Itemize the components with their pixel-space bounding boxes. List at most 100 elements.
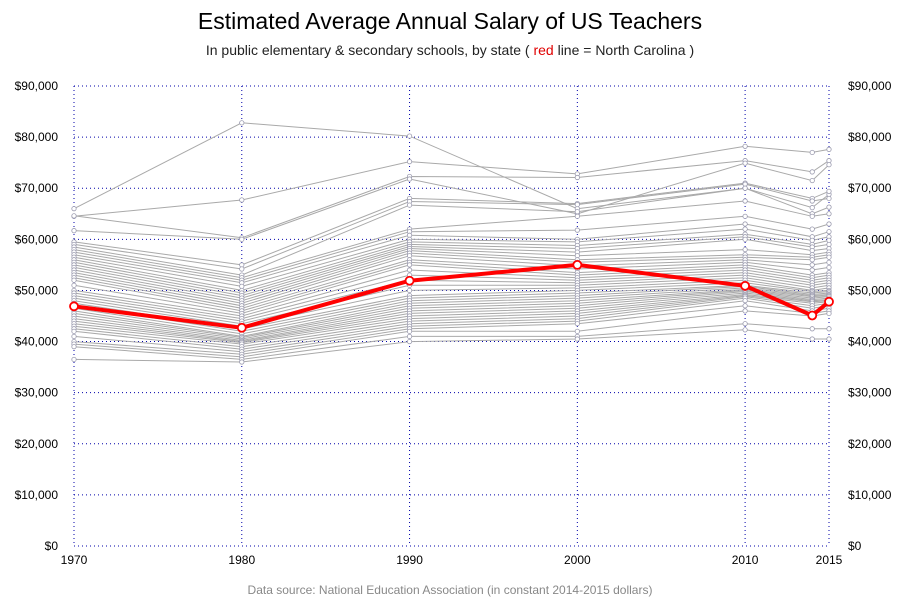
y-tick-label-left: $0 bbox=[45, 539, 59, 553]
state-data-point bbox=[809, 169, 815, 175]
y-tick-label-left: $10,000 bbox=[15, 488, 59, 502]
state-data-point bbox=[826, 310, 832, 317]
state-data-point bbox=[809, 226, 815, 232]
state-data-point bbox=[574, 174, 580, 181]
y-tick-label-right: $0 bbox=[848, 539, 862, 553]
state-data-point bbox=[406, 328, 413, 334]
state-data-point bbox=[826, 326, 832, 332]
state-data-point bbox=[809, 257, 815, 263]
state-data-point bbox=[826, 211, 832, 217]
state-data-point bbox=[239, 120, 245, 126]
state-data-point bbox=[809, 267, 815, 273]
state-data-point bbox=[71, 213, 77, 219]
grid-lines bbox=[73, 85, 830, 547]
state-series-line bbox=[73, 145, 830, 217]
y-tick-label-right: $30,000 bbox=[848, 386, 892, 400]
state-data-point bbox=[71, 228, 77, 234]
state-data-point bbox=[742, 185, 748, 191]
state-data-point bbox=[406, 133, 413, 139]
state-data-point bbox=[406, 333, 413, 340]
subtitle-prefix: In public elementary & secondary schools… bbox=[205, 42, 534, 58]
state-data-point bbox=[239, 359, 245, 365]
x-tick-label: 2015 bbox=[816, 553, 843, 567]
state-series-line bbox=[73, 323, 829, 360]
north-carolina-point bbox=[236, 322, 247, 333]
state-data-point bbox=[239, 266, 245, 272]
state-data-point bbox=[574, 213, 580, 219]
y-tick-label-right: $60,000 bbox=[848, 232, 892, 246]
state-data-point bbox=[574, 321, 580, 327]
state-data-point bbox=[826, 195, 832, 202]
y-tick-label-left: $90,000 bbox=[15, 79, 59, 93]
state-data-point bbox=[742, 226, 748, 232]
state-data-point bbox=[71, 206, 77, 212]
y-tick-label-left: $80,000 bbox=[15, 130, 59, 144]
state-data-point bbox=[71, 333, 77, 340]
state-data-point bbox=[826, 188, 832, 194]
state-data-point bbox=[239, 236, 245, 242]
state-data-point bbox=[742, 303, 748, 309]
chart-subtitle: In public elementary & secondary schools… bbox=[0, 42, 900, 58]
subtitle-suffix: line = North Carolina ) bbox=[553, 42, 695, 58]
state-data-point bbox=[809, 177, 815, 184]
state-data-point bbox=[826, 221, 832, 227]
state-data-point bbox=[826, 229, 832, 235]
state-data-point bbox=[406, 176, 413, 182]
y-tick-label-right: $10,000 bbox=[848, 488, 892, 502]
state-data-point bbox=[826, 264, 832, 271]
y-tick-label-right: $20,000 bbox=[848, 437, 892, 451]
state-data-point bbox=[742, 246, 748, 253]
state-data-point bbox=[826, 259, 832, 265]
state-data-point bbox=[809, 198, 815, 204]
state-series-line bbox=[73, 162, 830, 240]
state-data-point bbox=[71, 344, 77, 350]
state-data-point bbox=[406, 202, 413, 208]
y-tick-label-right: $80,000 bbox=[848, 130, 892, 144]
north-carolina-point bbox=[404, 275, 415, 286]
y-tick-label-right: $50,000 bbox=[848, 283, 892, 297]
state-data-point bbox=[742, 321, 748, 327]
state-data-point bbox=[809, 336, 815, 342]
state-data-point bbox=[809, 149, 815, 156]
state-data-point bbox=[826, 336, 832, 342]
y-tick-label-right: $90,000 bbox=[848, 79, 892, 93]
state-data-point bbox=[71, 282, 77, 288]
north-carolina-point bbox=[807, 310, 818, 321]
state-data-point bbox=[742, 327, 748, 333]
x-tick-label: 1980 bbox=[228, 553, 255, 567]
state-data-point bbox=[742, 308, 748, 314]
y-tick-label-left: $40,000 bbox=[15, 335, 59, 349]
chart-title: Estimated Average Annual Salary of US Te… bbox=[197, 8, 703, 34]
north-carolina-series bbox=[69, 259, 834, 333]
y-tick-label-left: $70,000 bbox=[15, 181, 59, 195]
y-tick-label-left: $60,000 bbox=[15, 232, 59, 246]
state-data-point bbox=[826, 146, 832, 152]
state-data-point bbox=[809, 205, 815, 211]
state-data-point bbox=[742, 198, 748, 204]
state-data-point bbox=[742, 213, 748, 219]
north-carolina-point bbox=[824, 296, 834, 307]
state-data-point bbox=[574, 227, 580, 233]
x-tick-label: 2010 bbox=[732, 553, 759, 567]
y-tick-label-left: $50,000 bbox=[15, 283, 59, 297]
state-data-point bbox=[71, 356, 77, 363]
x-tick-label: 1970 bbox=[61, 553, 88, 567]
state-data-point bbox=[71, 277, 77, 283]
state-series-line bbox=[73, 122, 830, 210]
state-data-point bbox=[574, 328, 580, 334]
subtitle-red-word: red bbox=[533, 42, 554, 58]
state-series-line bbox=[73, 297, 830, 350]
state-data-point bbox=[406, 262, 413, 268]
state-data-point bbox=[574, 336, 580, 342]
state-data-point bbox=[742, 160, 748, 166]
axis-labels: $0 $0 $10,000 $10,000 $20,000 $20,000 $30,000 $… bbox=[15, 79, 892, 567]
state-data-point bbox=[574, 209, 580, 215]
state-data-point bbox=[826, 162, 832, 168]
y-tick-label-right: $70,000 bbox=[848, 181, 892, 195]
y-tick-label-right: $40,000 bbox=[848, 335, 892, 349]
north-carolina-point bbox=[572, 259, 583, 270]
x-tick-label: 2000 bbox=[564, 553, 591, 567]
data-source-note: Data source: National Education Associat… bbox=[247, 583, 653, 597]
state-data-point bbox=[809, 213, 815, 219]
